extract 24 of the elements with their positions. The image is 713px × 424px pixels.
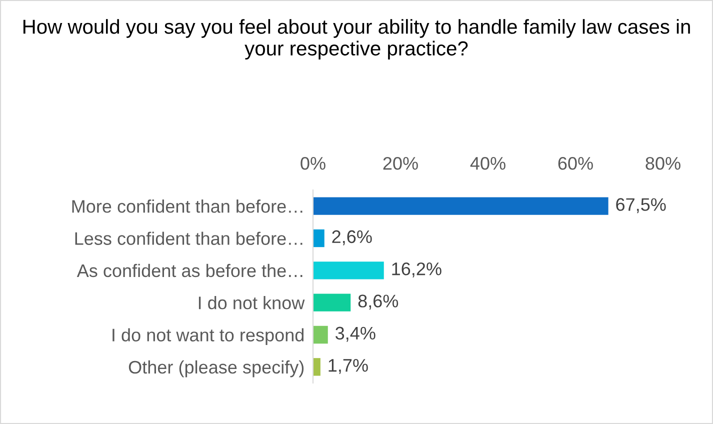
data-label: 1,7%	[328, 359, 368, 374]
bar	[313, 294, 351, 312]
bar	[313, 262, 384, 280]
bar	[313, 229, 324, 248]
data-label: 8,6%	[358, 294, 398, 310]
bar	[313, 197, 608, 215]
chart-title: How would you say you feel about your ability to handle family law cases in your respective practice?	[23, 19, 690, 60]
bar	[313, 358, 320, 376]
y-tick-label: I do not know	[198, 296, 305, 310]
y-tick-label: Other (please specify)	[128, 360, 304, 378]
y-tick-label: As confident as before the…	[76, 264, 302, 278]
x-tick-label: 40%	[470, 156, 506, 170]
bar	[313, 326, 328, 344]
x-tick-label: 0%	[300, 156, 326, 170]
x-tick-label: 80%	[646, 156, 680, 170]
data-label: 2,6%	[332, 230, 372, 246]
x-tick-label: 60%	[558, 156, 593, 170]
x-tick-label: 20%	[383, 156, 418, 170]
y-tick-label: Less confident than before…	[75, 232, 302, 245]
y-tick-label: I do not want to respond	[112, 328, 304, 346]
data-label: 3,4%	[336, 326, 376, 342]
data-label: 16,2%	[392, 262, 442, 278]
y-tick-label: More confident than before…	[72, 200, 302, 213]
data-label: 67,5%	[616, 198, 666, 214]
